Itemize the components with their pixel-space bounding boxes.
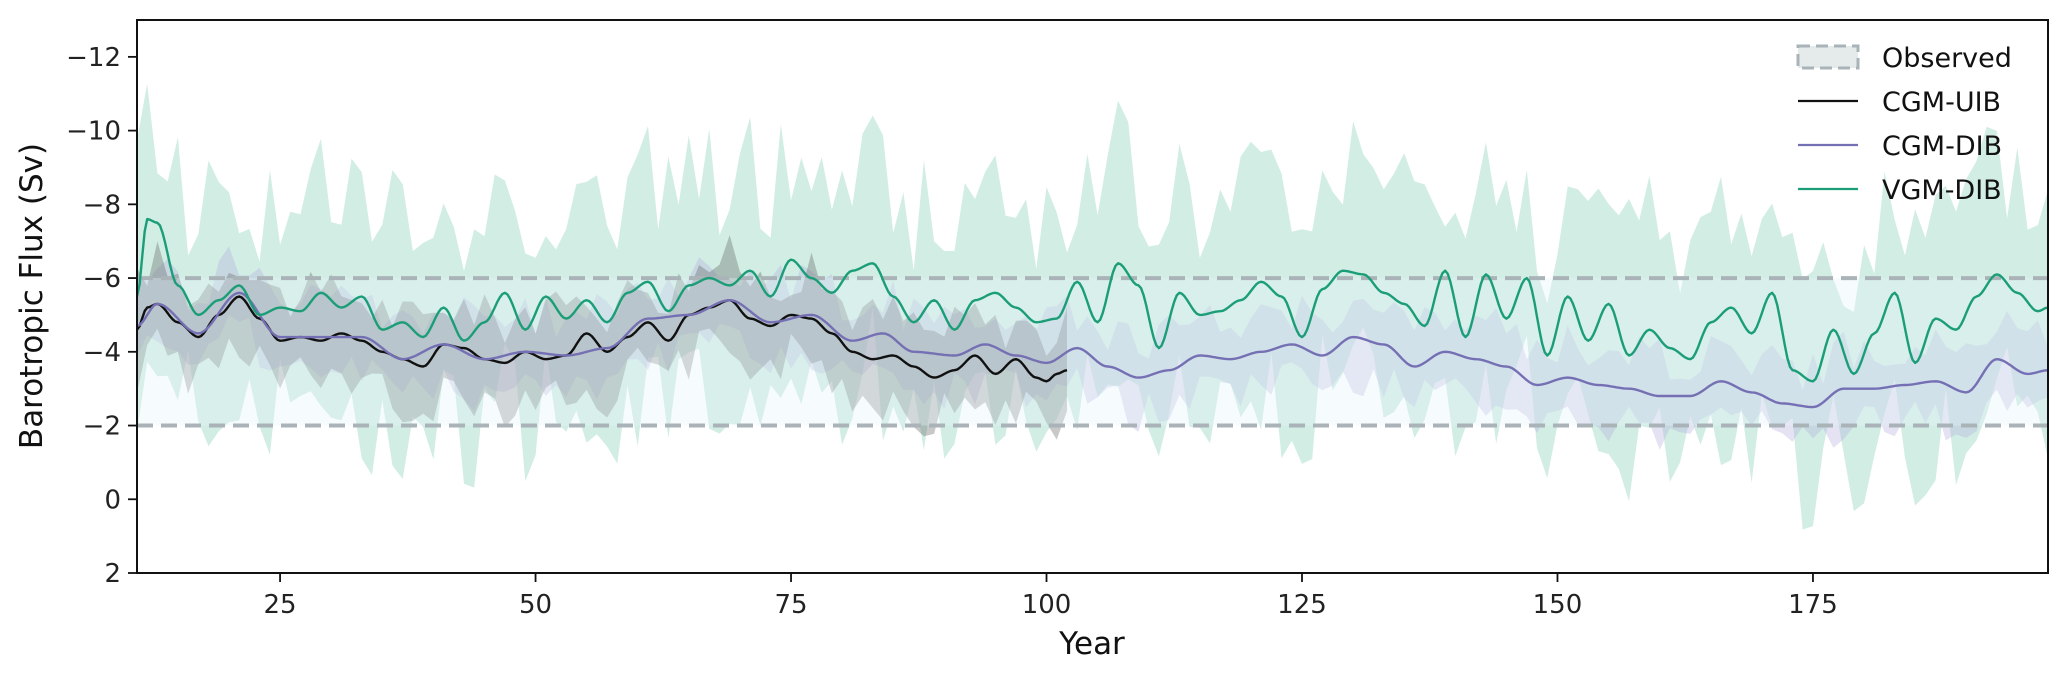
y-tick-label-6: 0 [104,485,121,515]
line-vgm-dib [137,217,2048,383]
x-tick-label-4: 125 [1277,590,1327,620]
shaded-bands [137,83,2048,530]
band-cgm-dib [137,246,2048,450]
legend-observed-swatch [1796,44,1860,70]
band-cgm-uib [137,235,1067,440]
observed-range-band [137,278,2048,426]
series-lines [137,217,2048,409]
legend-label-cgm-uib: CGM-UIB [1882,87,2001,118]
band-vgm-dib [137,83,2048,530]
x-axis-title: Year [1058,626,1125,662]
y-axis-title: Barotropic Flux (Sv) [14,143,50,449]
y-tick-label-3: −6 [83,264,121,294]
legend-label-observed: Observed [1882,43,2012,74]
x-tick-label-6: 175 [1788,590,1838,620]
legend-label-vgm-dib: VGM-DIB [1882,175,2002,206]
y-tick-label-5: −2 [83,412,121,442]
legend: Observed CGM-UIB CGM-DIB VGM-DIB [1796,43,2012,206]
x-tick-label-1: 50 [519,590,552,620]
x-tick-label-0: 25 [264,590,297,620]
line-cgm-dib [137,291,2048,409]
x-tick-label-5: 150 [1533,590,1583,620]
plot-frame [136,19,2049,574]
y-tick-label-1: −10 [66,117,121,147]
x-tick-label-3: 100 [1022,590,1072,620]
y-tick-label-2: −8 [83,190,121,220]
x-tick-label-2: 75 [774,590,807,620]
x-axis-ticks: 25 50 75 100 125 150 175 [264,573,1838,620]
legend-label-cgm-dib: CGM-DIB [1882,131,2002,162]
y-tick-label-0: −12 [66,43,121,73]
y-axis-ticks: −12 −10 −8 −6 −4 −2 0 2 [66,43,137,589]
y-tick-label-4: −4 [83,338,121,368]
observed-range-lines [137,276,2048,428]
y-tick-label-7: 2 [104,559,121,589]
